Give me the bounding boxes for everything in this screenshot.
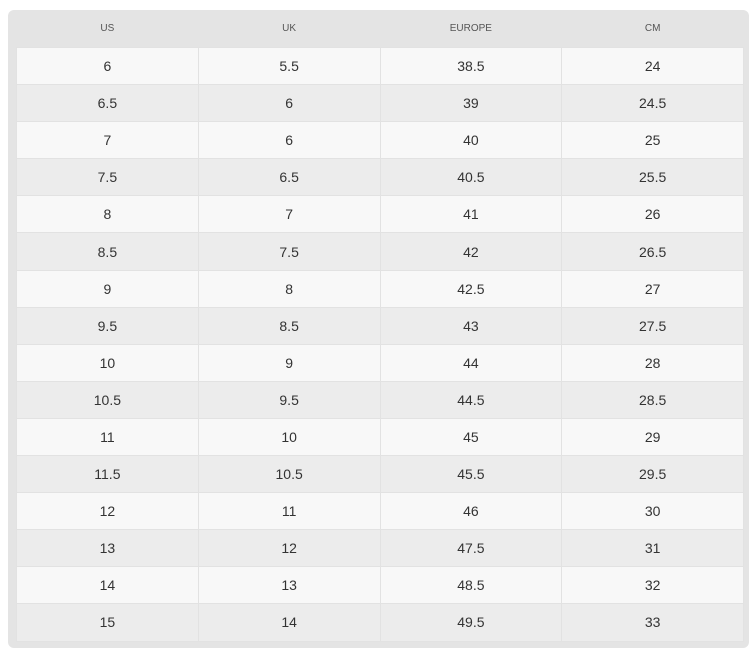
table-cell-us: 6.5 xyxy=(16,84,199,123)
table-cell-europe: 40.5 xyxy=(379,158,563,197)
table-cell-cm: 24.5 xyxy=(561,84,744,123)
table-cell-europe: 42.5 xyxy=(379,269,563,308)
table-cell-cm: 30 xyxy=(561,492,744,531)
table-row: 12 11 46 30 xyxy=(16,492,744,531)
table-cell-uk: 9.5 xyxy=(197,380,381,419)
table-cell-uk: 10 xyxy=(197,417,381,457)
table-cell-uk: 6 xyxy=(197,84,381,123)
table-cell-uk: 11 xyxy=(197,492,381,531)
table-cell-us: 11 xyxy=(16,417,199,457)
table-cell-cm: 31 xyxy=(561,529,744,568)
table-cell-us: 15 xyxy=(16,603,199,642)
table-cell-europe: 49.5 xyxy=(379,603,563,642)
table-row: 9.5 8.5 43 27.5 xyxy=(16,306,744,345)
table-cell-cm: 29 xyxy=(561,417,744,457)
table-cell-us: 9.5 xyxy=(16,306,199,345)
table-cell-us: 7 xyxy=(16,121,199,160)
column-header-uk: UK xyxy=(282,23,297,34)
table-cell-cm: 26.5 xyxy=(561,232,744,271)
table-cell-uk: 7 xyxy=(197,195,381,234)
table-cell-us: 12 xyxy=(16,492,199,531)
table-cell-europe: 38.5 xyxy=(379,46,563,86)
table-cell-cm: 27.5 xyxy=(561,306,744,345)
table-cell-uk: 10.5 xyxy=(197,455,381,494)
table-row: 13 12 47.5 31 xyxy=(16,529,744,568)
table-cell-uk: 6.5 xyxy=(197,158,381,197)
table-row: 11 10 45 29 xyxy=(16,417,744,457)
table-cell-europe: 47.5 xyxy=(379,529,563,568)
table-row: 6 5.5 38.5 24 xyxy=(16,46,744,86)
size-chart: US UK EUROPE CM 6 5.5 38.5 24 6.5 6 39 24.5 7 6 40 25 7… xyxy=(8,10,749,648)
table-cell-europe: 44 xyxy=(379,343,563,382)
column-header-us: US xyxy=(100,23,115,34)
table-cell-europe: 44.5 xyxy=(379,380,563,419)
table-cell-uk: 12 xyxy=(197,529,381,568)
table-cell-cm: 25 xyxy=(561,121,744,160)
column-header-europe: EUROPE xyxy=(449,23,492,34)
table-cell-uk: 5.5 xyxy=(197,46,381,86)
table-cell-us: 13 xyxy=(16,529,199,568)
table-row: 15 14 49.5 33 xyxy=(16,603,744,642)
table-cell-cm: 28.5 xyxy=(561,380,744,419)
table-row: 11.5 10.5 45.5 29.5 xyxy=(16,455,744,494)
table-cell-cm: 28 xyxy=(561,343,744,382)
table-cell-europe: 45.5 xyxy=(379,455,563,494)
table-cell-europe: 48.5 xyxy=(379,566,563,605)
table-cell-uk: 9 xyxy=(197,343,381,382)
table-cell-us: 14 xyxy=(16,566,199,605)
table-cell-us: 11.5 xyxy=(16,455,199,494)
table-cell-cm: 32 xyxy=(561,566,744,605)
table-cell-europe: 42 xyxy=(379,232,563,271)
table-cell-uk: 8.5 xyxy=(197,306,381,345)
table-cell-us: 8 xyxy=(16,195,199,234)
table-cell-uk: 7.5 xyxy=(197,232,381,271)
table-row: 14 13 48.5 32 xyxy=(16,566,744,605)
table-cell-europe: 40 xyxy=(379,121,563,160)
table-row: 9 8 42.5 27 xyxy=(16,269,744,308)
table-cell-europe: 46 xyxy=(379,492,563,531)
table-cell-cm: 25.5 xyxy=(561,158,744,197)
table-cell-us: 10.5 xyxy=(16,380,199,419)
size-chart-table: US UK EUROPE CM 6 5.5 38.5 24 6.5 6 39 24.5 7 6 40 25 7… xyxy=(16,10,744,642)
table-cell-us: 10 xyxy=(16,343,199,382)
table-cell-uk: 8 xyxy=(197,269,381,308)
table-row: 7 6 40 25 xyxy=(16,121,744,160)
table-cell-europe: 39 xyxy=(379,84,563,123)
table-cell-europe: 43 xyxy=(379,306,563,345)
table-cell-uk: 14 xyxy=(197,603,381,642)
table-cell-cm: 27 xyxy=(561,269,744,308)
table-row: 6.5 6 39 24.5 xyxy=(16,84,744,123)
table-cell-europe: 45 xyxy=(379,417,563,457)
table-cell-us: 9 xyxy=(16,269,199,308)
table-cell-us: 8.5 xyxy=(16,232,199,271)
table-row: 10 9 44 28 xyxy=(16,343,744,382)
table-row: 10.5 9.5 44.5 28.5 xyxy=(16,380,744,419)
table-row: 7.5 6.5 40.5 25.5 xyxy=(16,158,744,197)
header-row: US UK EUROPE CM xyxy=(17,10,744,48)
table-cell-cm: 29.5 xyxy=(561,455,744,494)
table-cell-europe: 41 xyxy=(379,195,563,234)
table-cell-us: 6 xyxy=(16,46,199,86)
table-row: 8 7 41 26 xyxy=(16,195,744,234)
table-cell-us: 7.5 xyxy=(16,158,199,197)
table-cell-cm: 26 xyxy=(561,195,744,234)
table-cell-uk: 13 xyxy=(197,566,381,605)
table-row: 8.5 7.5 42 26.5 xyxy=(16,232,744,271)
table-cell-cm: 24 xyxy=(561,46,744,86)
column-header-cm: CM xyxy=(644,23,661,34)
table-cell-uk: 6 xyxy=(197,121,381,160)
table-cell-cm: 33 xyxy=(561,603,744,642)
